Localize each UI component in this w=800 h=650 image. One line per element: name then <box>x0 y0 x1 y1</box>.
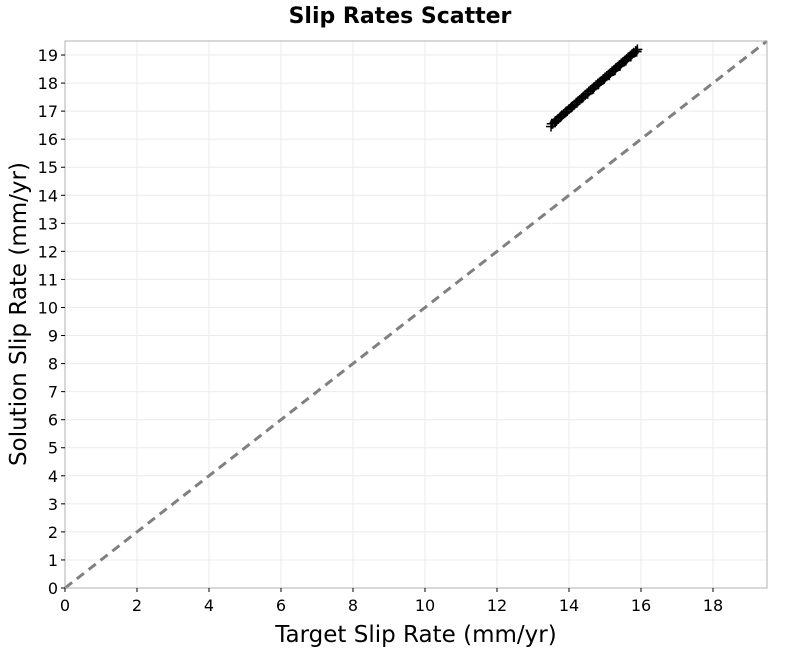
x-axis-ticks: 0 2 4 6 8 10 12 14 16 18 <box>60 588 723 615</box>
y-tick-label: 18 <box>38 74 58 93</box>
y-tick-label: 5 <box>48 439 58 458</box>
data-point <box>550 115 561 126</box>
x-tick-label: 6 <box>276 596 286 615</box>
y-tick-label: 15 <box>38 158 58 177</box>
y-tick-label: 6 <box>48 411 58 430</box>
x-tick-label: 18 <box>703 596 723 615</box>
chart-title: Slip Rates Scatter <box>289 4 512 29</box>
y-tick-label: 7 <box>48 383 58 402</box>
x-tick-label: 14 <box>559 596 579 615</box>
y-tick-label: 17 <box>38 102 58 121</box>
data-point <box>571 97 582 108</box>
y-tick-label: 19 <box>38 46 58 65</box>
data-point <box>593 79 604 90</box>
plot-area <box>64 40 768 589</box>
y-tick-label: 12 <box>38 242 58 261</box>
data-point <box>556 111 567 122</box>
y-tick-label: 10 <box>38 298 58 317</box>
data-point <box>588 83 599 94</box>
reference-line <box>64 39 768 590</box>
y-tick-label: 9 <box>48 327 58 346</box>
scatter-points <box>546 44 643 132</box>
y-tick-label: 11 <box>38 270 58 289</box>
y-tick-label: 3 <box>48 495 58 514</box>
y-tick-label: 2 <box>48 523 58 542</box>
data-point <box>561 106 572 117</box>
y-tick-label: 14 <box>38 186 58 205</box>
data-point <box>582 88 593 99</box>
y-tick-label: 1 <box>48 551 58 570</box>
x-axis-label: Target Slip Rate (mm/yr) <box>274 622 556 648</box>
data-point <box>620 55 631 66</box>
x-tick-label: 8 <box>348 596 358 615</box>
x-tick-label: 10 <box>415 596 435 615</box>
data-point <box>631 46 642 57</box>
y-axis-label: Solution Slip Rate (mm/yr) <box>6 162 32 466</box>
data-point <box>625 51 636 62</box>
grid <box>64 41 767 589</box>
data-point <box>604 70 615 81</box>
y-tick-label: 4 <box>48 467 58 486</box>
x-tick-label: 0 <box>60 596 70 615</box>
x-tick-label: 12 <box>487 596 507 615</box>
y-tick-label: 8 <box>48 355 58 374</box>
y-tick-label: 13 <box>38 214 58 233</box>
x-tick-label: 4 <box>204 596 214 615</box>
y-tick-label: 16 <box>38 130 58 149</box>
x-tick-label: 2 <box>132 596 142 615</box>
data-point <box>599 73 610 84</box>
x-tick-label: 16 <box>631 596 651 615</box>
y-tick-label: 0 <box>48 579 58 598</box>
data-point <box>577 92 588 103</box>
data-point <box>615 60 626 71</box>
data-point <box>610 65 621 76</box>
data-point <box>566 101 577 112</box>
